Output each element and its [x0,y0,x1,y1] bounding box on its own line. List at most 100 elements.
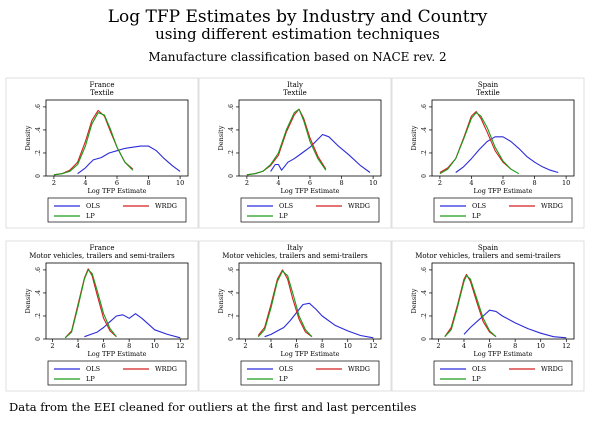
x-tick-label: 4 [276,179,280,187]
y-tick-label: 0 [421,174,428,178]
legend-label-wrdg: WRDG [348,202,370,210]
y-tick-label: .4 [228,127,235,133]
series-line-ols [84,313,181,339]
x-tick-label: 12 [562,342,570,350]
figure-subtitle: using different estimation techniques [155,25,440,43]
x-axis-label: Log TFP Estimate [473,350,532,358]
x-tick-label: 10 [344,342,352,350]
y-tick-label: .4 [228,290,235,296]
legend-box [433,360,573,386]
legend-label-lp: LP [86,375,95,383]
x-tick-label: 2 [436,342,440,350]
panel-title: Spain [478,81,499,89]
x-tick-label: 8 [532,179,536,187]
y-axis-label: Density [24,288,32,313]
legend-label-lp: LP [279,375,288,383]
y-tick-label: .6 [228,104,235,110]
x-tick-label: 8 [513,342,517,350]
x-tick-label: 10 [562,179,570,187]
x-tick-label: 10 [537,342,545,350]
series-line-ols [463,309,567,339]
y-tick-label: .4 [35,290,42,296]
x-tick-label: 4 [462,342,466,350]
x-axis-label: Log TFP Estimate [87,350,146,358]
y-tick-label: .2 [421,313,428,319]
series-line-lp [439,112,520,175]
legend-label-ols: OLS [472,365,486,373]
y-axis-label: Density [217,288,225,313]
legend-label-ols: OLS [472,202,486,210]
y-tick-label: .2 [35,150,42,156]
plot-area [431,99,575,177]
y-axis-label: Density [24,125,32,150]
y-tick-label: .2 [228,150,235,156]
series-line-lp [246,108,327,176]
series-line-ols [270,133,371,173]
panel-title: Italy [287,81,303,89]
panel-title: France [90,244,115,252]
x-tick-label: 6 [294,342,298,350]
legend-label-ols: OLS [279,202,293,210]
x-tick-label: 2 [438,179,442,187]
x-tick-label: 4 [469,179,473,187]
x-tick-label: 8 [339,179,343,187]
series-line-lp [53,112,134,176]
legend-box [47,360,187,386]
y-tick-label: .6 [421,267,428,273]
x-tick-label: 8 [320,342,324,350]
x-tick-label: 6 [487,342,491,350]
series-line-ols [264,302,374,339]
series-line-lp [64,269,117,339]
plot-area [45,99,189,177]
legend-label-lp: LP [279,212,288,220]
legend-label-lp: LP [472,375,481,383]
y-tick-label: 0 [228,337,235,341]
legend-box [240,197,380,223]
x-tick-label: 6 [115,179,119,187]
panel-title: France [90,81,115,89]
x-axis-label: Log TFP Estimate [280,187,339,195]
y-tick-label: .2 [228,313,235,319]
x-tick-label: 10 [176,179,184,187]
panel-subtitle: Motor vehicles, trailers and semi-traile… [222,252,368,260]
y-tick-label: .4 [421,290,428,296]
panel-title: Spain [478,244,499,252]
legend-label-lp: LP [472,212,481,220]
y-tick-label: .6 [228,267,235,273]
legend: OLS WRDG LP [240,360,380,386]
plot-area [238,262,382,340]
panel-subtitle: Motor vehicles, trailers and semi-traile… [415,252,561,260]
y-tick-label: .6 [35,104,42,110]
legend: OLS WRDG LP [47,360,187,386]
legend-label-wrdg: WRDG [541,202,563,210]
x-tick-label: 2 [50,342,54,350]
y-tick-label: .2 [35,313,42,319]
legend: OLS WRDG LP [433,360,573,386]
y-axis-label: Density [217,125,225,150]
legend-box [433,197,573,223]
legend-label-ols: OLS [86,365,100,373]
panel-subtitle: Textile [476,89,500,97]
x-tick-label: 6 [308,179,312,187]
legend-label-wrdg: WRDG [348,365,370,373]
legend-label-wrdg: WRDG [155,202,177,210]
legend-label-ols: OLS [279,365,293,373]
x-tick-label: 2 [245,179,249,187]
legend-box [240,360,380,386]
figure-title: Log TFP Estimates by Industry and Countr… [107,7,488,27]
panel-title: Italy [287,244,303,252]
legend: OLS WRDG LP [240,197,380,223]
y-tick-label: .4 [35,127,42,133]
x-tick-label: 10 [369,179,377,187]
y-tick-label: .6 [35,267,42,273]
x-tick-label: 4 [269,342,273,350]
series-line-lp [444,275,497,338]
y-tick-label: 0 [35,337,42,341]
panel-subtitle: Textile [283,89,307,97]
legend-label-lp: LP [86,212,95,220]
